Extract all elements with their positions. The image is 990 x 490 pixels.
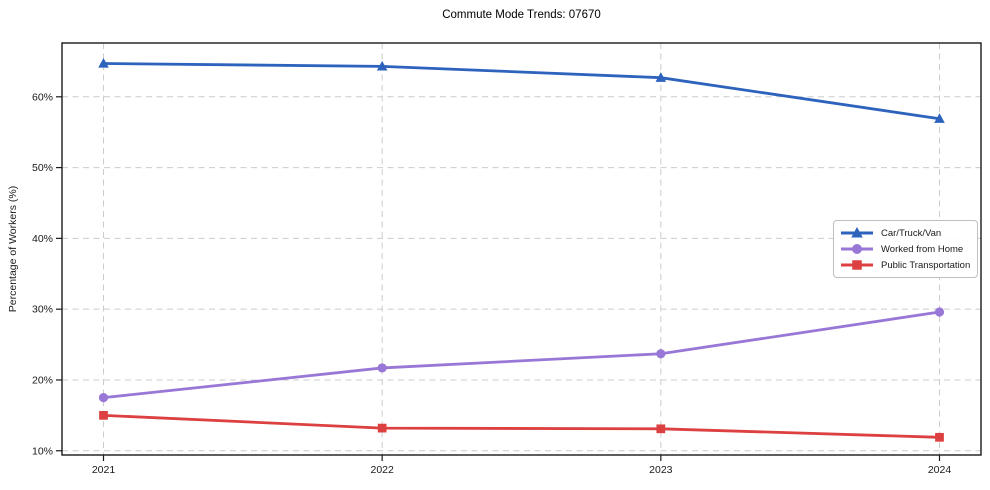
triangle-marker bbox=[376, 60, 388, 71]
square-marker bbox=[935, 432, 944, 442]
legend-entry-transit: Public Transportation bbox=[840, 258, 970, 272]
legend-swatch-circle-icon bbox=[841, 244, 873, 254]
legend-entry-car: Car/Truck/Van bbox=[840, 226, 970, 240]
legend: Car/Truck/Van Worked from Home Public Tr… bbox=[833, 220, 978, 278]
legend-entry-wfh: Worked from Home bbox=[840, 242, 970, 256]
chart-title: Commute Mode Trends: 07670 bbox=[442, 9, 601, 21]
triangle-marker bbox=[655, 72, 667, 82]
x-tick-label: 2024 bbox=[928, 464, 952, 476]
x-tick-label: 2023 bbox=[649, 464, 673, 476]
series-circle bbox=[98, 307, 945, 403]
y-tick-label: 60% bbox=[32, 91, 53, 103]
legend-swatch-square-icon bbox=[841, 260, 873, 270]
series-triangle bbox=[98, 58, 945, 123]
legend-label: Public Transportation bbox=[881, 259, 971, 271]
circle-marker bbox=[377, 363, 387, 373]
square-marker bbox=[99, 410, 108, 420]
y-tick-label: 20% bbox=[32, 374, 53, 386]
triangle-marker bbox=[934, 113, 945, 123]
circle-marker bbox=[656, 349, 666, 359]
axes-frame bbox=[61, 42, 982, 456]
x-tick-label: 2022 bbox=[370, 464, 394, 476]
legend-label: Car/Truck/Van bbox=[881, 227, 942, 239]
square-marker bbox=[377, 423, 387, 433]
circle-marker bbox=[934, 307, 945, 317]
triangle-marker bbox=[851, 227, 863, 238]
y-tick-label: 30% bbox=[32, 304, 53, 316]
y-tick-label: 40% bbox=[32, 233, 53, 245]
series-line bbox=[102, 62, 941, 121]
circle-marker bbox=[98, 393, 109, 403]
series-line bbox=[102, 310, 941, 400]
triangle-marker bbox=[98, 58, 109, 68]
x-tick-label: 2021 bbox=[92, 464, 116, 476]
legend-swatch-triangle-icon bbox=[841, 227, 873, 238]
square-marker bbox=[852, 260, 862, 270]
y-tick-label: 10% bbox=[32, 445, 53, 457]
legend-label: Worked from Home bbox=[881, 243, 964, 255]
series-line bbox=[102, 413, 941, 439]
series-square bbox=[99, 410, 944, 442]
square-marker bbox=[656, 424, 666, 434]
y-tick-label: 50% bbox=[32, 162, 53, 174]
circle-marker bbox=[852, 244, 862, 254]
